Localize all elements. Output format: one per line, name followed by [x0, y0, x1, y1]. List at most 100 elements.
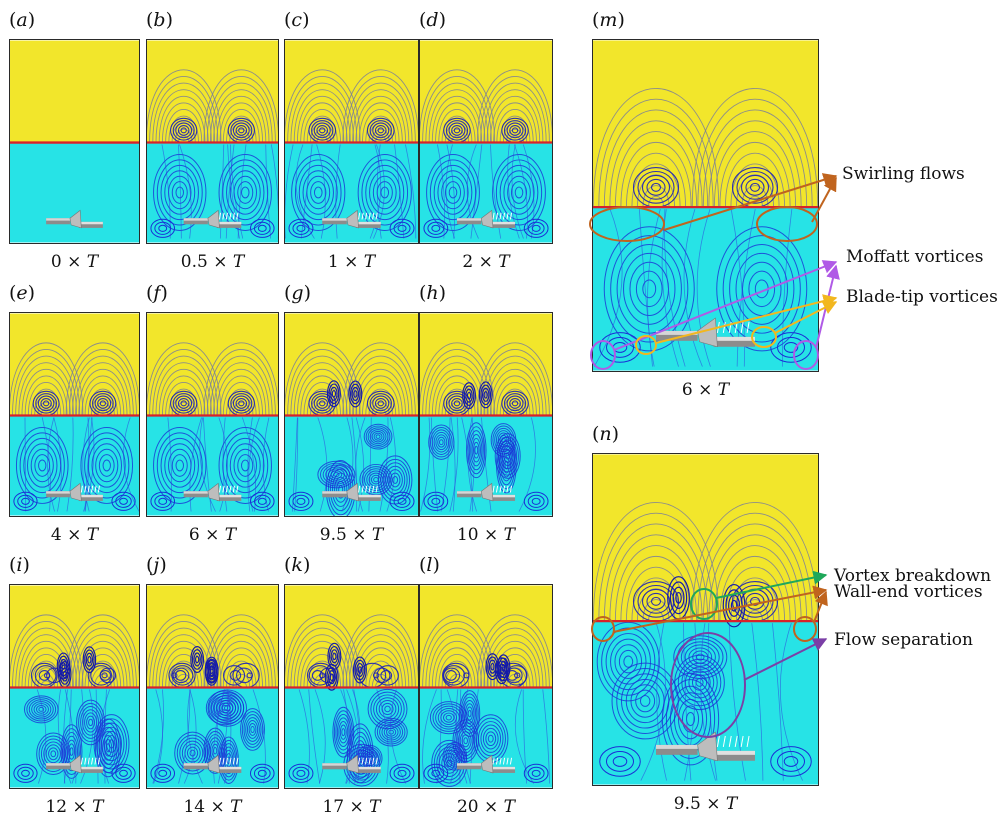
upper-vortex [193, 652, 201, 667]
time-label: 9.5 × T [284, 525, 419, 545]
lower-streamline [452, 753, 458, 759]
bottom-vortex [393, 494, 411, 508]
bottom-vortex [527, 766, 545, 780]
upper-streamline [168, 388, 199, 416]
bottom-vortex [296, 224, 306, 232]
lower-streamline [480, 724, 502, 753]
upper-streamline [609, 534, 703, 622]
bottom-vortex [523, 218, 549, 238]
lower-streamline [178, 144, 182, 239]
upper-streamline [174, 128, 193, 143]
upper-streamline [235, 680, 247, 688]
bottom-vortex [158, 497, 168, 505]
lower-streamline [294, 417, 299, 512]
upper-vortex [354, 659, 366, 681]
bottom-vortex [111, 491, 136, 511]
upper-streamline [448, 128, 466, 143]
streamline-svg [10, 585, 139, 788]
panel-letter: n [599, 423, 612, 445]
upper-swirl [232, 395, 250, 412]
lower-streamline [96, 718, 127, 770]
upper-swirl [35, 393, 57, 414]
lower-streamline [621, 673, 670, 729]
upper-streamline [78, 640, 128, 688]
upper-swirl [503, 393, 527, 414]
lower-streamline [233, 448, 257, 483]
bottom-vortex [13, 491, 38, 511]
lower-streamline [422, 689, 437, 784]
lower-streamline [371, 430, 385, 443]
upper-vortex [206, 661, 217, 683]
streamline-plot [9, 39, 140, 244]
upper-streamline [614, 131, 698, 208]
upper-streamline [178, 135, 190, 143]
lower-streamline [62, 689, 68, 784]
lower-streamline [503, 170, 535, 215]
impeller-icon [322, 482, 381, 502]
upper-streamline [216, 95, 267, 143]
panel-letter: k [291, 554, 303, 576]
lower-streamline [222, 417, 228, 512]
upper-swirl [90, 665, 112, 686]
upper-vortex [466, 391, 472, 400]
lower-streamline [48, 747, 59, 761]
upper-streamline [371, 128, 390, 143]
bottom-vortex [770, 746, 812, 777]
panel-letter: h [426, 282, 439, 304]
upper-swirl [229, 670, 242, 681]
lower-streamline [27, 443, 58, 488]
upper-streamline [496, 382, 534, 416]
upper-vortex [498, 663, 506, 678]
upper-streamline [206, 349, 276, 416]
upper-vortex [330, 649, 339, 664]
lower-streamline [237, 181, 254, 204]
upper-fluid-region [285, 585, 418, 688]
upper-streamline [232, 673, 251, 688]
upper-streamline [348, 627, 413, 688]
lower-streamline [308, 689, 321, 784]
upper-swirl [442, 665, 465, 686]
upper-streamline [375, 135, 387, 143]
annotation-separation: Flow separation [834, 630, 973, 650]
lower-streamline [84, 432, 130, 499]
upper-streamline [226, 388, 257, 416]
upper-vortex [353, 390, 358, 398]
lower-streamline [291, 154, 346, 231]
lower-streamline [339, 724, 347, 740]
upper-streamline [34, 667, 59, 688]
lower-streamline [511, 144, 524, 239]
upper-vortex [481, 387, 490, 402]
streamline-svg [147, 40, 278, 243]
streamline-svg [285, 585, 418, 788]
time-symbol: T [232, 252, 245, 272]
upper-streamline [441, 388, 473, 416]
lower-streamline [302, 170, 334, 215]
time-symbol: T [725, 794, 738, 814]
upper-streamline [65, 342, 139, 416]
lower-streamline [510, 181, 528, 204]
upper-vortex [331, 389, 337, 398]
upper-streamline [365, 660, 397, 688]
upper-swirl [235, 125, 248, 136]
upper-swirl [369, 120, 392, 141]
upper-streamline [352, 89, 410, 143]
upper-streamline [483, 82, 547, 143]
upper-vortex [84, 649, 95, 671]
upper-streamline [483, 355, 547, 416]
upper-swirl [316, 125, 329, 136]
bottom-vortex [257, 497, 267, 505]
upper-vortex [494, 657, 509, 685]
bottom-vortex [531, 224, 541, 232]
lower-streamline [225, 144, 235, 239]
lower-streamline [243, 714, 262, 745]
upper-fluid-region [593, 40, 818, 208]
time-label: 0.5 × T [146, 252, 279, 272]
lower-streamline [365, 425, 391, 448]
upper-fluid-region [147, 313, 278, 416]
lower-streamline [248, 723, 257, 736]
upper-swirl [448, 395, 466, 412]
upper-streamline [303, 109, 341, 143]
impeller-icon [46, 209, 103, 229]
upper-swirl [380, 670, 393, 681]
lower-streamline [91, 443, 122, 488]
